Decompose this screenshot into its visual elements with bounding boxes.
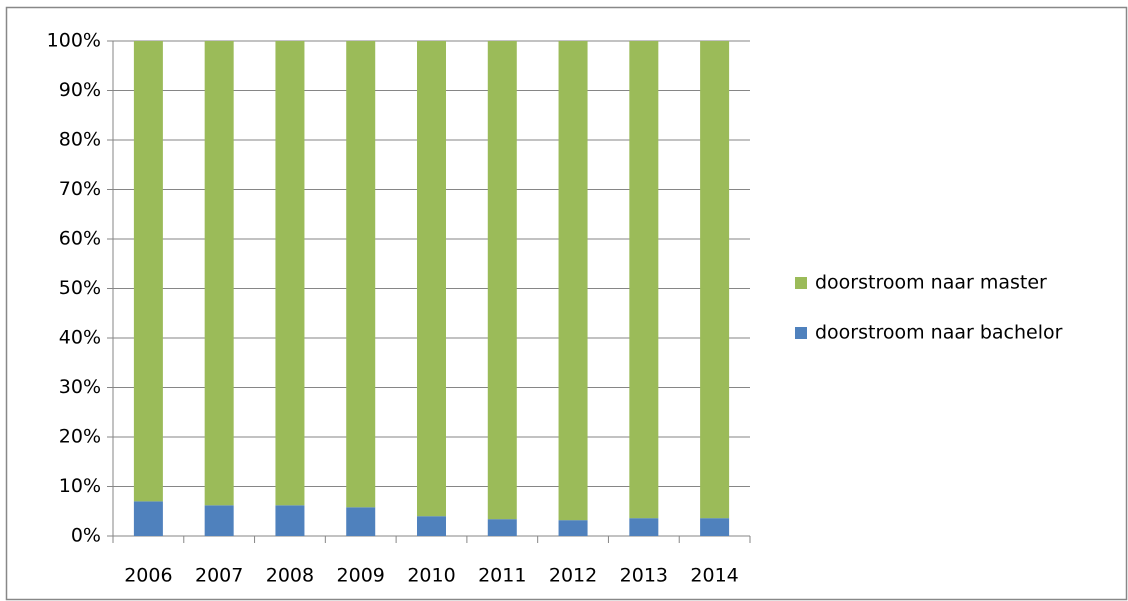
y-tick-label: 10% [59,475,101,497]
bar-segment [700,41,730,519]
bar-segment [629,518,659,536]
bar-segment [204,505,234,536]
bar-segment [558,41,588,521]
bar-segment [487,519,517,536]
legend-swatch [795,277,807,289]
y-tick-label: 0% [71,525,101,547]
x-tick-label: 2012 [549,565,597,587]
x-tick-label: 2006 [124,565,172,587]
bar-segment [275,505,305,536]
y-tick-label: 30% [59,376,101,398]
bar-segment [346,507,376,536]
legend-label: doorstroom naar master [815,272,1047,294]
y-tick-label: 60% [59,228,101,250]
bar-segment [346,41,376,508]
bar-segment [133,41,163,502]
bar-segment [558,520,588,536]
bar-segment [133,501,163,536]
x-tick-label: 2013 [620,565,668,587]
y-tick-label: 50% [59,277,101,299]
bar-segment [417,516,446,536]
bar-segment [204,41,234,506]
y-tick-label: 70% [59,178,101,200]
bar-segment [417,41,446,517]
bar-segment [629,41,659,519]
y-tick-label: 40% [59,327,101,349]
x-tick-label: 2010 [407,565,455,587]
y-tick-label: 80% [59,129,101,151]
y-tick-label: 90% [59,79,101,101]
bar-segment [275,41,305,506]
x-tick-label: 2014 [690,565,738,587]
bar-segment [487,41,517,520]
bar-segment [700,518,730,536]
legend-swatch [795,327,807,339]
x-tick-label: 2011 [478,565,526,587]
legend-label: doorstroom naar bachelor [815,322,1063,344]
y-tick-label: 100% [47,30,101,52]
x-tick-label: 2007 [195,565,243,587]
y-tick-label: 20% [59,426,101,448]
x-tick-label: 2009 [337,565,385,587]
x-tick-label: 2008 [266,565,314,587]
